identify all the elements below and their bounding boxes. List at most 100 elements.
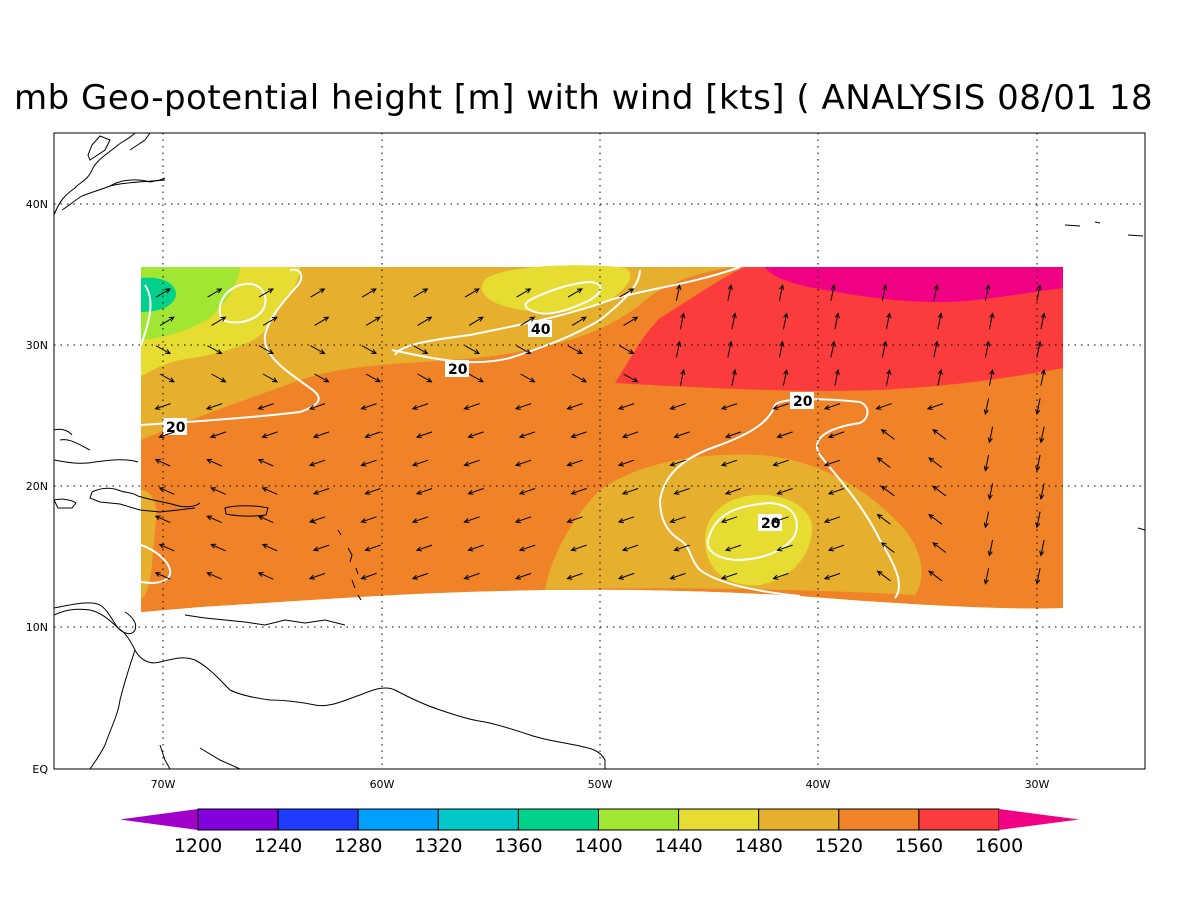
wind-arrow [772, 572, 789, 580]
contour-label: 20 [761, 516, 781, 532]
wind-arrow [673, 544, 690, 552]
wind-arrow [154, 572, 171, 580]
wind-arrow [468, 316, 484, 326]
wind-arrow [411, 459, 429, 467]
wind-arrow [463, 459, 480, 467]
wind-arrow [876, 457, 891, 468]
wind-arrow [570, 431, 587, 439]
wind-arrow [571, 373, 588, 383]
wind-arrow [514, 403, 532, 410]
colorbar-label: 1400 [574, 835, 622, 857]
wind-arrow [983, 398, 990, 416]
contour-label-box [163, 418, 187, 435]
wind-arrow [932, 428, 947, 440]
wind-arrow [983, 568, 990, 585]
lon-tick-label: 50W [588, 778, 613, 791]
wind-arrow [415, 544, 433, 552]
wind-arrow [679, 312, 686, 330]
coastline-south-america [54, 608, 606, 769]
wind-arrow [984, 340, 991, 358]
wind-arrow [827, 488, 845, 495]
wind-arrow [933, 340, 939, 358]
contour-20-north [394, 266, 741, 356]
wind-arrow [885, 312, 892, 330]
wind-arrow [567, 345, 584, 355]
wind-arrow [881, 340, 888, 358]
wind-arrow [984, 284, 991, 301]
colorbar-label: 1480 [735, 835, 783, 857]
wind-arrow [516, 288, 532, 298]
wind-arrow [772, 459, 789, 467]
wind-arrow [567, 288, 583, 298]
wind-arrow [464, 345, 481, 355]
wind-arrow [159, 316, 175, 326]
wind-arrow [360, 572, 377, 580]
wind-arrow [566, 403, 583, 410]
wind-arrow [932, 485, 947, 497]
wind-arrow [258, 345, 275, 355]
wind-arrow [937, 368, 943, 386]
wind-arrow [566, 459, 583, 467]
wind-arrow [463, 403, 480, 410]
wind-arrow [617, 403, 635, 410]
contour-label-box [528, 320, 552, 337]
lon-tick-label: 40W [806, 778, 831, 791]
wind-arrow [261, 431, 278, 439]
wind-arrow [413, 288, 429, 298]
colorbar-swatch [838, 808, 920, 831]
colorbar-label: 1360 [494, 835, 542, 857]
coastline-puerto-rico [224, 505, 269, 517]
colorbar-swatch [197, 808, 279, 831]
wind-arrow [566, 572, 583, 580]
wind-arrow [262, 316, 278, 326]
wind-arrow [518, 431, 536, 439]
wind-arrow [928, 570, 943, 582]
wind-arrow [617, 516, 635, 524]
wind-arrow [731, 312, 737, 330]
contour-20-south [706, 501, 798, 562]
wind-arrow [361, 345, 378, 355]
wind-arrow [1035, 511, 1041, 529]
wind-arrow [669, 403, 686, 410]
wind-arrow [312, 431, 330, 439]
wind-arrow [211, 373, 227, 383]
wind-arrow [364, 544, 381, 552]
wind-arrow [463, 516, 480, 524]
wind-arrow [154, 515, 171, 524]
wind-arrow [988, 312, 995, 330]
wind-arrow [673, 488, 690, 495]
wind-arrow [823, 403, 841, 410]
colorbar-label: 1440 [654, 835, 702, 857]
wind-arrow [621, 544, 639, 552]
wind-arrow [782, 312, 789, 330]
wind-arrow [776, 544, 793, 552]
wind-arrow [623, 373, 639, 383]
wind-arrow [206, 458, 223, 467]
wind-arrow [417, 373, 433, 383]
lat-tick-label: EQ [32, 763, 48, 776]
wind-arrow [514, 459, 532, 467]
wind-arrow [566, 516, 583, 524]
wind-arrow [987, 483, 994, 501]
wind-arrow [154, 403, 171, 410]
wind-arrow [411, 572, 429, 580]
wind-arrow [731, 368, 737, 386]
wind-arrow [823, 459, 841, 467]
wind-arrow [885, 368, 892, 386]
wind-arrow [257, 515, 274, 524]
wind-arrow [776, 431, 793, 439]
lon-tick-label: 30W [1025, 778, 1050, 791]
wind-arrow [1035, 568, 1041, 585]
wind-arrow [720, 516, 738, 524]
wind-arrow [361, 288, 377, 298]
wind-arrow [514, 516, 532, 524]
isotach-contours [140, 266, 900, 599]
wind-arrow [881, 284, 888, 301]
wind-arrow [983, 511, 990, 529]
wind-arrow [312, 544, 330, 552]
wind-arrow [210, 487, 227, 495]
wind-arrow [720, 572, 738, 580]
wind-arrow [518, 488, 536, 495]
wind-arrow [261, 487, 278, 495]
